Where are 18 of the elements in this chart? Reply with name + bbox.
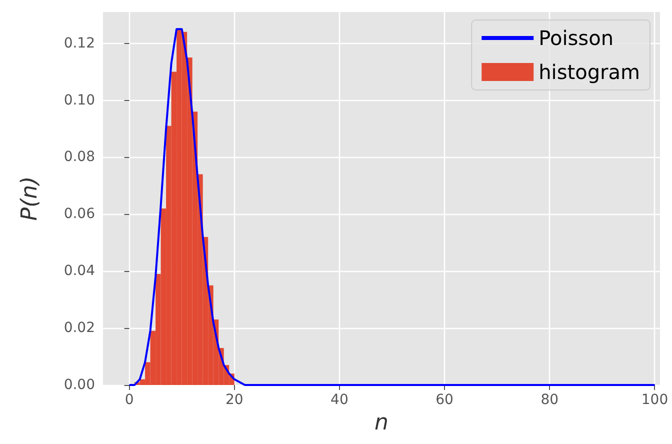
y-tick-label: 0.06 — [64, 206, 96, 222]
x-tick-label: 60 — [436, 392, 454, 408]
y-tick-label: 0.04 — [64, 263, 96, 280]
x-axis-title: n — [374, 410, 388, 436]
line-series — [128, 28, 656, 386]
legend-label: histogram — [538, 60, 640, 84]
y-tick-label: 0.10 — [64, 92, 95, 108]
y-tick-label: 0.12 — [64, 35, 95, 52]
x-tick-label: 80 — [540, 392, 559, 408]
x-tick-label: 100 — [641, 392, 668, 408]
y-tick-label: 0.08 — [64, 149, 95, 166]
x-tick-label: 20 — [225, 392, 244, 408]
x-tick-label: 0 — [124, 392, 134, 408]
y-tick-label: 0.02 — [64, 320, 95, 336]
y-axis-title: P(n) — [18, 176, 42, 221]
y-tick-label: 0.00 — [64, 377, 95, 393]
legend-label: Poisson — [538, 26, 614, 50]
x-tick-label: 40 — [330, 392, 348, 408]
